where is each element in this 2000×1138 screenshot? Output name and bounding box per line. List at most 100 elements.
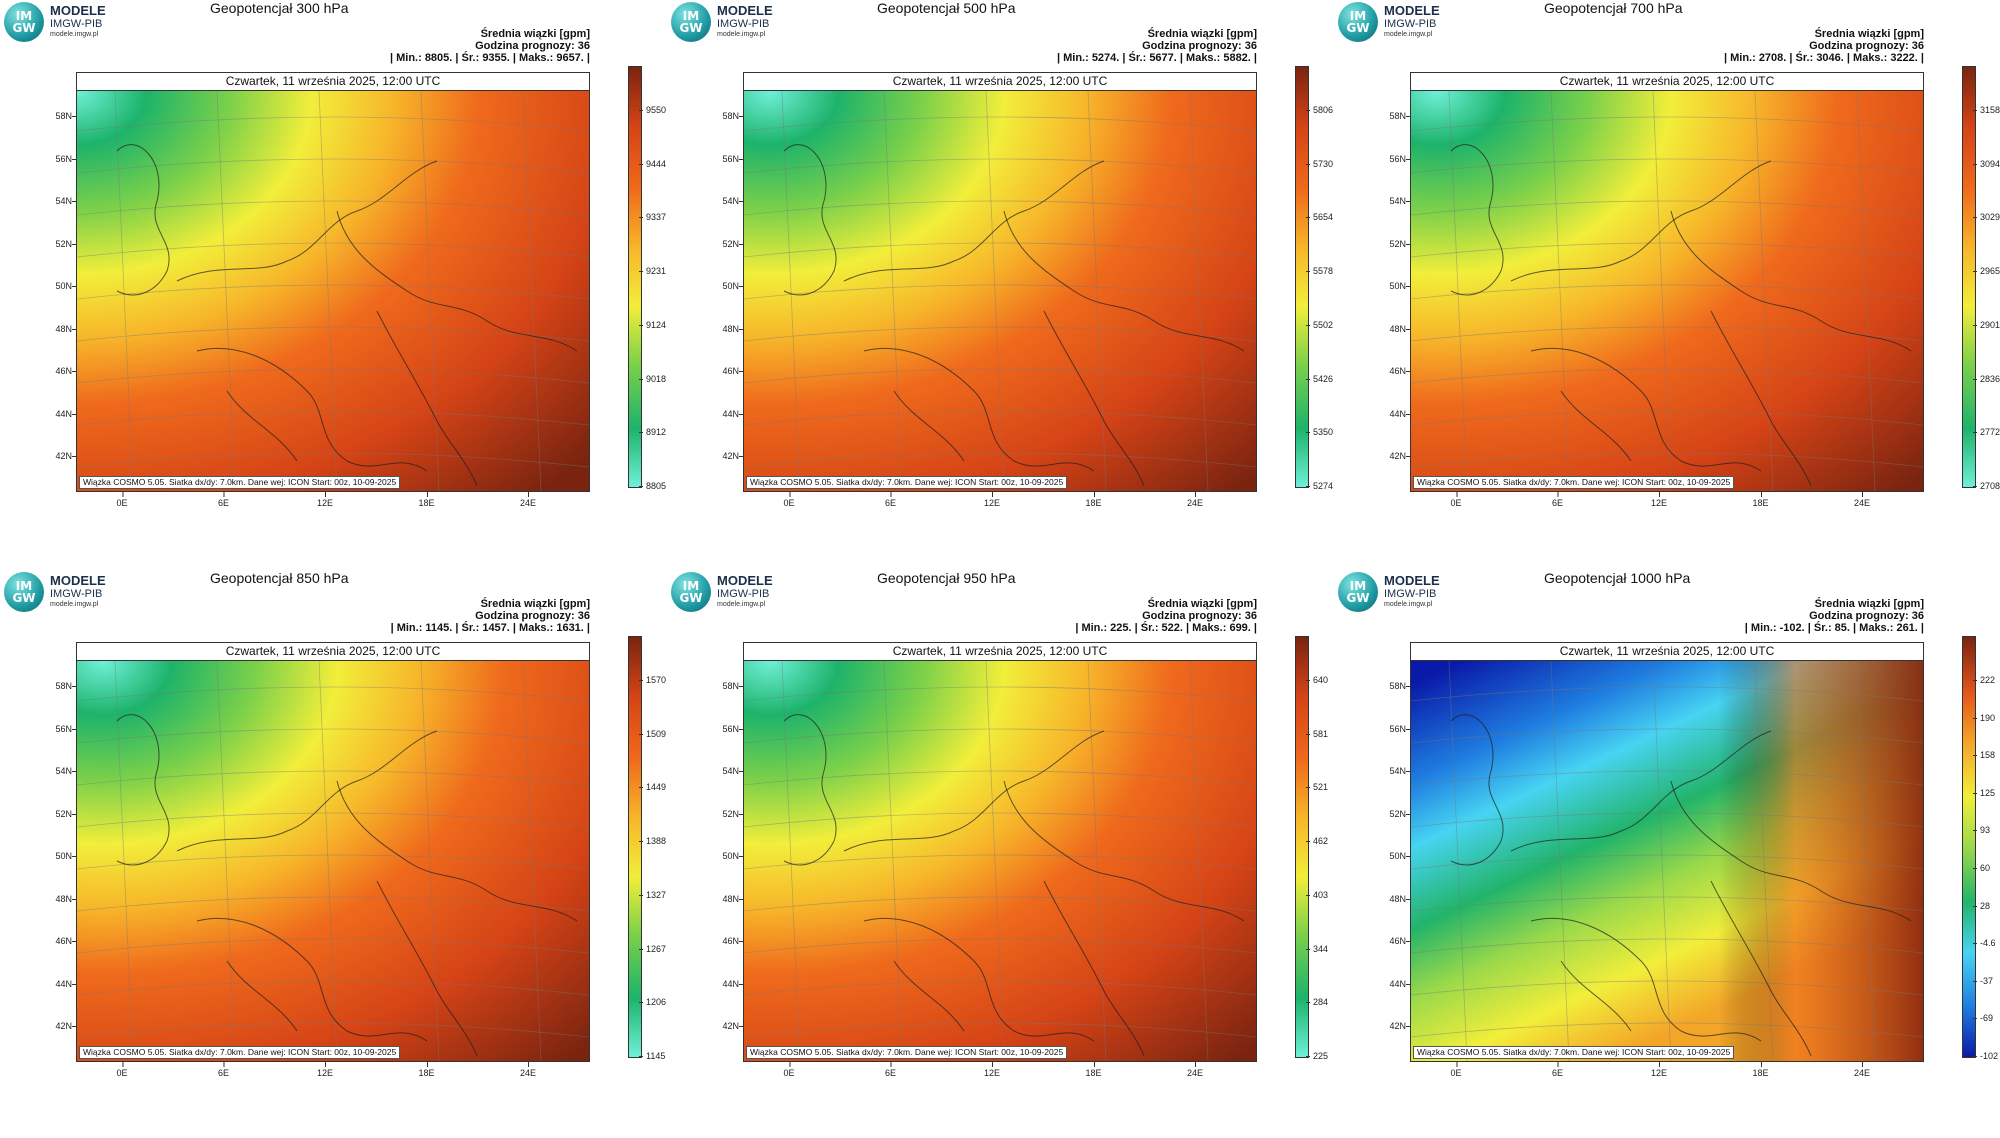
- valid-date: Czwartek, 11 września 2025, 12:00 UTC: [1411, 73, 1923, 91]
- lon-tick-label: 6E: [884, 1062, 897, 1078]
- lat-tick-label: 48N: [55, 893, 76, 904]
- latitude-axis: 58N 56N 54N 52N 50N 48N 46N 44N 42N: [40, 660, 76, 1060]
- longitude-axis: 0E 6E 12E 18E 24E: [76, 492, 588, 512]
- geopotential-field: [77, 91, 589, 491]
- mean-label: Średnia wiązki [gpm]: [1814, 598, 1924, 610]
- lat-tick-label: 54N: [55, 196, 76, 206]
- colorbar-tick-label: 2965: [1972, 266, 2000, 277]
- mean-label: Średnia wiązki [gpm]: [480, 598, 590, 610]
- colorbar-tick-label: 2772: [1972, 427, 2000, 438]
- lat-tick-label: 56N: [55, 153, 76, 164]
- panel-title: Geopotencjał 950 hPa: [877, 570, 1016, 586]
- colorbar-tick-label: 2836: [1972, 373, 2000, 384]
- colorbar-tick-label: 125: [1972, 787, 1996, 798]
- model-credit: Wiązka COSMO 5.05. Siatka dx/dy: 7.0km. …: [1413, 476, 1735, 489]
- colorbar-tick-label: 8912: [638, 427, 667, 438]
- mean-label: Średnia wiązki [gpm]: [1147, 598, 1257, 610]
- lat-tick-label: 44N: [1389, 978, 1410, 989]
- lat-tick-label: 52N: [722, 238, 743, 249]
- lon-tick-label: 6E: [884, 492, 897, 508]
- lon-tick-label: 12E: [983, 1062, 1001, 1078]
- logo-title: MODELE: [1384, 573, 1440, 588]
- logo-circle-top: IM: [682, 579, 700, 593]
- lon-tick-label: 6E: [217, 1062, 230, 1078]
- imgw-logo-icon: IM GW: [671, 2, 711, 42]
- logo-circle-bottom: GW: [679, 591, 703, 605]
- forecast-hour: Godzina prognozy: 36: [1142, 40, 1257, 52]
- lat-tick-label: 50N: [1389, 281, 1410, 291]
- lat-tick-label: 54N: [55, 766, 76, 776]
- forecast-hour: Godzina prognozy: 36: [1809, 610, 1924, 622]
- lat-tick-label: 58N: [55, 681, 76, 691]
- colorbar-labels: 3158 3094 3029 2965 2901 2836 2772 2708: [1972, 66, 2000, 491]
- colorbar-tick-label: -102: [1972, 1051, 1999, 1061]
- lon-tick-label: 12E: [316, 492, 334, 508]
- forecast-hour: Godzina prognozy: 36: [475, 610, 590, 622]
- colorbar-tick-label: 9550: [638, 105, 667, 115]
- latitude-axis: 58N 56N 54N 52N 50N 48N 46N 44N 42N: [1374, 660, 1410, 1060]
- stats-line: | Min.: 8805. | Śr.: 9355. | Maks.: 9657…: [389, 52, 590, 64]
- colorbar-tick-label: 5350: [1305, 427, 1334, 438]
- imgw-logo-icon: IM GW: [4, 2, 44, 42]
- logo-subtitle: IMGW-PIB: [717, 18, 770, 30]
- colorbar-tick-label: 1267: [638, 943, 667, 954]
- map-area: Czwartek, 11 września 2025, 12:00 UTC Wią…: [1410, 642, 1924, 1062]
- ensemble-info: Średnia wiązki [gpm] Godzina prognozy: 36…: [1745, 598, 1924, 634]
- logo-title: MODELE: [50, 3, 106, 18]
- lat-tick-label: 54N: [1389, 196, 1410, 206]
- lat-tick-label: 42N: [1389, 1021, 1410, 1031]
- colorbar-tick-label: 1206: [638, 997, 667, 1008]
- lat-tick-label: 42N: [722, 451, 743, 461]
- logo-url: modele.imgw.pl: [717, 601, 766, 608]
- logo-circle-top: IM: [1349, 579, 1367, 593]
- logo-circle-top: IM: [15, 9, 33, 23]
- lat-tick-label: 58N: [1389, 681, 1410, 691]
- lon-tick-label: 12E: [1650, 492, 1668, 508]
- map-panel: IM GW MODELE IMGW-PIB modele.imgw.pl Geopoten…: [667, 570, 1333, 1138]
- colorbar-tick-label: 222: [1972, 675, 1996, 685]
- map-panel: IM GW MODELE IMGW-PIB modele.imgw.pl Geopoten…: [667, 0, 1333, 568]
- mean-label: Średnia wiązki [gpm]: [1147, 28, 1257, 40]
- stats-line: | Min.: 2708. | Śr.: 3046. | Maks.: 3222…: [1723, 52, 1924, 64]
- stats-line: | Min.: 1145. | Śr.: 1457. | Maks.: 1631…: [390, 622, 590, 634]
- colorbar-tick-label: 9018: [638, 373, 667, 384]
- colorbar-tick-label: 3029: [1972, 212, 2000, 223]
- colorbar-tick-label: -4.6: [1973, 938, 1996, 949]
- colorbar-tick-label: 344: [1305, 943, 1329, 954]
- colorbar-tick-label: 28: [1972, 900, 1991, 911]
- colorbar: [1962, 636, 1976, 1058]
- logo-circle-bottom: GW: [12, 591, 36, 605]
- map-area: Czwartek, 11 września 2025, 12:00 UTC Wią…: [1410, 72, 1924, 492]
- longitude-axis: 0E 6E 12E 18E 24E: [1410, 492, 1922, 512]
- lat-tick-label: 50N: [722, 851, 743, 861]
- lat-tick-label: 48N: [722, 893, 743, 904]
- geopotential-field: [1411, 661, 1923, 1061]
- map-panel: IM GW MODELE IMGW-PIB modele.imgw.pl Geopoten…: [0, 0, 666, 568]
- map-area: Czwartek, 11 września 2025, 12:00 UTC Wią…: [743, 72, 1257, 492]
- lon-tick-label: 0E: [783, 1062, 795, 1078]
- mean-label: Średnia wiązki [gpm]: [1814, 28, 1924, 40]
- lat-tick-label: 44N: [1389, 408, 1410, 419]
- latitude-axis: 58N 56N 54N 52N 50N 48N 46N 44N 42N: [707, 90, 743, 490]
- valid-date: Czwartek, 11 września 2025, 12:00 UTC: [77, 73, 589, 91]
- forecast-hour: Godzina prognozy: 36: [1809, 40, 1924, 52]
- colorbar-tick-label: 1449: [638, 782, 667, 793]
- logo-subtitle: IMGW-PIB: [717, 588, 770, 600]
- logo-title: MODELE: [717, 3, 773, 18]
- logo-subtitle: IMGW-PIB: [1384, 588, 1437, 600]
- colorbar-tick-label: 5806: [1305, 105, 1334, 115]
- colorbar-tick-label: 1509: [638, 728, 667, 739]
- logo-circle-top: IM: [15, 579, 33, 593]
- ensemble-info: Średnia wiązki [gpm] Godzina prognozy: 36…: [1057, 28, 1257, 64]
- logo-circle-bottom: GW: [679, 21, 703, 35]
- colorbar: [1295, 636, 1309, 1058]
- lat-tick-label: 56N: [1389, 723, 1410, 734]
- model-credit: Wiązka COSMO 5.05. Siatka dx/dy: 7.0km. …: [79, 476, 401, 489]
- longitude-axis: 0E 6E 12E 18E 24E: [743, 492, 1255, 512]
- model-credit: Wiązka COSMO 5.05. Siatka dx/dy: 7.0km. …: [79, 1046, 401, 1059]
- lon-tick-label: 18E: [1085, 1062, 1102, 1078]
- logo-circle-bottom: GW: [12, 21, 36, 35]
- stats-line: | Min.: 5274. | Śr.: 5677. | Maks.: 5882…: [1056, 52, 1257, 64]
- colorbar-tick-label: 9124: [638, 319, 667, 330]
- lon-tick-label: 18E: [418, 492, 435, 508]
